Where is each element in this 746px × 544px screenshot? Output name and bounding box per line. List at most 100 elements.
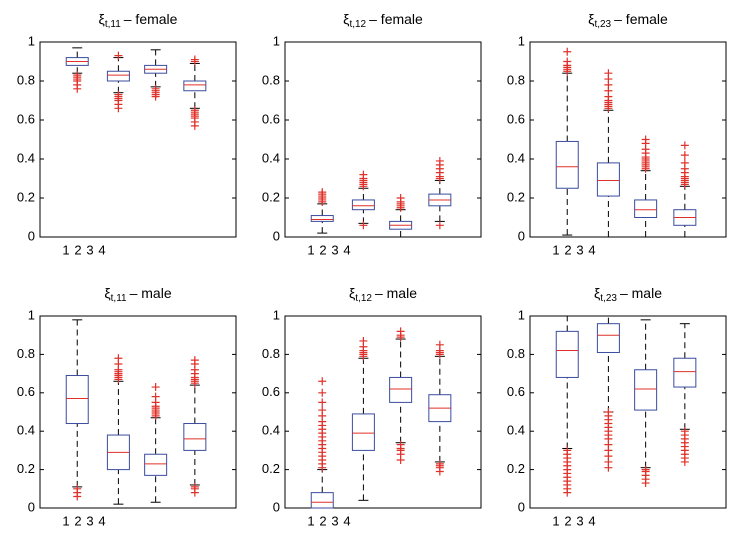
title-text: – male: [620, 285, 662, 301]
x-tick-label: 1: [307, 513, 314, 528]
y-tick-label: 1: [518, 307, 525, 322]
axes-frame: [529, 315, 727, 509]
outlier: [680, 141, 689, 150]
outlier: [114, 90, 123, 99]
outlier: [680, 427, 689, 436]
title-subscript: t,12: [349, 19, 366, 30]
y-tick-label: 0: [518, 228, 525, 243]
outlier: [563, 57, 572, 66]
outlier: [151, 392, 160, 401]
y-tick-label: 0.6: [507, 111, 525, 126]
axes-frame: [39, 41, 237, 238]
y-tick-label: 0: [28, 499, 35, 514]
y-tick-label: 0: [273, 228, 280, 243]
outlier: [190, 482, 199, 491]
y-tick-label: 0.6: [507, 384, 525, 399]
x-tick-label: 4: [343, 513, 350, 528]
box: [310, 492, 334, 509]
outlier: [435, 459, 444, 468]
x-tick-label: 2: [74, 242, 81, 257]
x-tick-label: 3: [86, 242, 93, 257]
outlier: [641, 465, 650, 474]
outlier: [318, 377, 327, 386]
panel-title: ξt,11– male: [104, 285, 171, 304]
x-tick-label: 3: [86, 513, 93, 528]
outlier: [114, 354, 123, 363]
y-tick-label: 0.8: [262, 346, 280, 361]
outlier: [190, 356, 199, 365]
x-tick-label: 3: [576, 513, 583, 528]
outlier: [318, 398, 327, 407]
box: [673, 357, 697, 388]
box: [596, 162, 620, 197]
y-tick-label: 0.6: [262, 111, 280, 126]
axes-frame: [39, 315, 237, 509]
y-tick-label: 0.4: [507, 423, 525, 438]
title-text: – male: [130, 285, 172, 301]
panel-title: ξt,11– female: [99, 11, 178, 30]
box: [351, 413, 375, 451]
outlier: [151, 383, 160, 392]
y-tick-label: 0.4: [507, 150, 525, 165]
outlier: [604, 408, 613, 416]
outlier: [563, 446, 572, 455]
x-tick-label: 2: [564, 513, 571, 528]
title-symbol: ξ: [99, 11, 105, 27]
x-tick-label: 4: [343, 242, 350, 257]
outlier: [435, 340, 444, 349]
box: [389, 376, 413, 403]
y-tick-label: 0.2: [507, 461, 525, 476]
box: [183, 80, 207, 92]
box: [351, 199, 375, 211]
outlier: [359, 170, 368, 179]
box: [144, 453, 168, 476]
outlier: [114, 51, 123, 60]
y-tick-label: 0.6: [17, 384, 35, 399]
y-tick-label: 0: [518, 499, 525, 514]
axes-frame: [529, 41, 727, 238]
title-text: – female: [614, 11, 668, 27]
x-tick-label: 2: [74, 513, 81, 528]
outlier: [318, 406, 327, 415]
x-tick-label: 4: [588, 242, 595, 257]
y-tick-label: 0.6: [262, 384, 280, 399]
panel-title: ξt,12– male: [349, 285, 417, 304]
title-text: – female: [124, 11, 178, 27]
x-tick-label: 1: [552, 242, 559, 257]
outlier: [604, 69, 613, 78]
y-tick-label: 0.2: [17, 189, 35, 204]
y-tick-label: 0.8: [17, 72, 35, 87]
outlier: [359, 336, 368, 345]
panel-title: ξt,23– female: [588, 11, 668, 30]
x-tick-label: 3: [331, 242, 338, 257]
x-tick-label: 3: [576, 242, 583, 257]
box: [555, 140, 579, 189]
axes-frame: [284, 41, 482, 238]
title-symbol: ξ: [349, 285, 355, 301]
box: [65, 375, 89, 425]
panel-title: ξt,23– male: [594, 285, 662, 304]
outlier: [359, 221, 368, 230]
x-tick-label: 2: [319, 242, 326, 257]
outlier: [396, 194, 405, 202]
x-tick-label: 1: [552, 513, 559, 528]
y-tick-label: 0.2: [262, 461, 280, 476]
outlier: [73, 484, 82, 493]
title-subscript: t,23: [600, 293, 617, 304]
y-tick-label: 0.4: [17, 423, 35, 438]
outlier: [151, 84, 160, 93]
outlier: [318, 188, 327, 197]
y-tick-label: 1: [273, 33, 280, 48]
y-tick-label: 0.2: [17, 461, 35, 476]
outlier: [190, 106, 199, 115]
outlier: [435, 156, 444, 165]
box: [183, 423, 207, 451]
x-tick-label: 1: [62, 513, 69, 528]
axes-frame: [284, 315, 482, 509]
outlier: [396, 440, 405, 449]
x-tick-label: 1: [307, 242, 314, 257]
y-tick-label: 1: [518, 33, 525, 48]
outlier: [680, 158, 689, 167]
x-tick-label: 2: [319, 513, 326, 528]
title-text: – male: [375, 285, 417, 301]
